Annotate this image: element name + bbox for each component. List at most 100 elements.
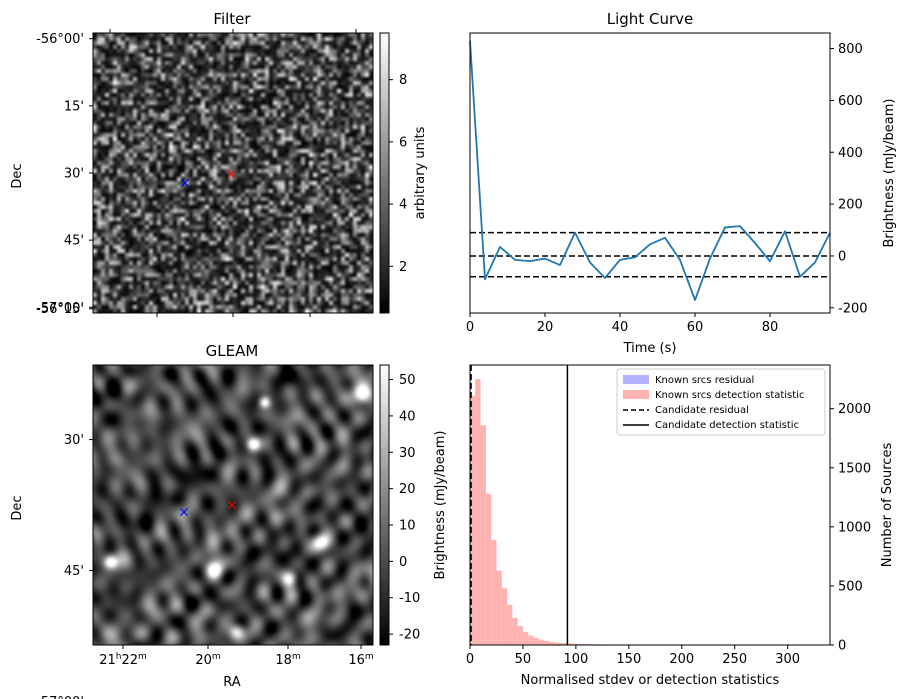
lightcurve-ylabel: Brightness (mJy/beam) [882,99,897,248]
colorbar-tick-label: 4 [399,198,407,213]
histogram-bar [560,643,566,645]
legend-box [616,368,826,436]
x-tick-label: 16m [348,652,373,668]
x-tick-label: 80 [762,320,779,335]
y-tick-label: -200 [838,301,868,316]
gleam-title: GLEAM [206,342,259,360]
y-tick-label: 500 [838,579,863,594]
x-tick-label: 60 [687,320,704,335]
histogram-bar [538,639,545,645]
y-tick-label: 1000 [838,520,871,535]
y-tick-label: 0 [838,639,846,654]
x-tick-label: 300 [775,652,800,667]
histogram-bar [480,425,486,645]
colorbar-tick-label: -20 [399,628,420,643]
gleam-colorbar-frame [379,364,390,646]
x-tick-label: 150 [616,652,641,667]
filter-colorbar-frame [379,32,390,314]
histogram-bar [501,588,508,645]
histogram-xlabel: Normalised stdev or detection statistics [521,673,780,688]
x-tick-label: 40 [612,320,629,335]
histogram-bar [470,395,476,645]
histogram-frame [469,364,831,646]
y-tick-label: -57°00' [36,695,84,699]
y-tick-label: 2000 [838,402,871,417]
colorbar-tick-label: -10 [399,591,420,606]
histogram-legend: Known srcs residual Known srcs detection… [616,368,826,436]
histogram-bar [496,570,502,645]
filter-top-ticks [109,29,357,317]
histogram-vlines [470,365,569,645]
x-tick-label: 20 [537,320,554,335]
legend-label-candidate-residual: Candidate residual [655,405,749,416]
filter-y-axis: -56°00' 15' 30' 45' -57°00' [36,32,93,316]
lightcurve-xlabel: Time (s) [623,341,677,356]
legend-label-residual: Known srcs residual [655,375,754,386]
y-tick-label: 200 [838,198,863,213]
x-tick-label: 200 [669,652,694,667]
histogram-bar [485,493,492,645]
lightcurve-title: Light Curve [607,10,693,28]
legend-label-detection: Known srcs detection statistic [655,390,804,401]
x-tick-label: 18m [275,652,300,668]
histogram-y-axis: 0 500 1000 1500 2000 [830,402,871,654]
histogram-bar [491,539,497,645]
histogram-bar [512,617,518,645]
histogram-bar [575,643,582,645]
histogram-bar [549,642,555,645]
y-tick-label: 400 [838,146,863,161]
marker-x [181,179,189,187]
x-tick-label: 50 [515,652,532,667]
lightcurve-y-axis: -200 0 200 400 600 800 [830,42,868,316]
histogram-bar [517,626,523,645]
histogram-bar [507,604,513,645]
histogram-bar [533,637,539,645]
x-tick-label: 0 [466,652,474,667]
lightcurve-threshold-lines [470,231,830,278]
histogram-bar [528,635,534,645]
y-tick-label: 30' [64,167,84,182]
y-tick-label: 15' [64,99,84,114]
legend-label-candidate-detection: Candidate detection statistic [655,420,799,431]
y-tick-label: 45' [64,564,84,579]
marker-x [228,501,236,509]
y-tick-label: -56°15' [36,302,84,317]
x-tick-label: 250 [722,652,747,667]
lightcurve-series [469,40,831,301]
x-tick-label: 20m [195,652,220,668]
histogram-panel: 0 50 100 150 200 250 300 0 500 1000 1500 2000 Norm… [433,364,895,688]
gleam-panel: GLEAM -56°15' 30' 45' -57°00' 21h22m 20m 18m 1… [10,302,420,699]
x-tick-label: 100 [563,652,588,667]
y-tick-label: 0 [838,249,846,264]
gleam-ylabel: Dec [10,495,25,520]
histogram-ylabel: Number of Sources [880,443,895,568]
colorbar-tick-label: 10 [399,519,416,534]
gleam-xlabel: RA [223,675,241,690]
x-tick-label: 21h22m [99,652,147,668]
legend-patch-residual [623,375,649,384]
y-tick-label: 45' [64,234,84,249]
filter-colorbar [380,33,389,313]
gleam-colorbar-ticks: -20 -10 0 10 20 30 40 50 [389,373,420,643]
filter-title: Filter [213,10,251,28]
colorbar-tick-label: 40 [399,409,416,424]
colorbar-tick-label: 50 [399,373,416,388]
y-tick-label: 800 [838,42,863,57]
y-tick-label: -56°00' [36,32,84,47]
filter-colorbar-ticks: 2 4 6 8 [389,73,407,275]
histogram-bar [475,379,481,645]
filter-ylabel: Dec [10,163,25,188]
y-tick-label: -57°00' [36,301,84,316]
filter-colorbar-label: arbitrary units [413,126,428,219]
filter-image [93,33,373,313]
lightcurve-x-axis: 0 20 40 60 80 [466,313,778,335]
filter-markers [181,170,235,187]
histogram-bar [544,640,550,645]
histogram-x-axis: 0 50 100 150 200 250 300 [466,645,800,667]
y-tick-label: 1500 [838,461,871,476]
gleam-y-axis: -56°15' 30' 45' -57°00' [36,302,93,699]
lightcurve-background [470,33,830,313]
y-tick-label: 30' [64,433,84,448]
lightcurve-frame [469,32,831,314]
